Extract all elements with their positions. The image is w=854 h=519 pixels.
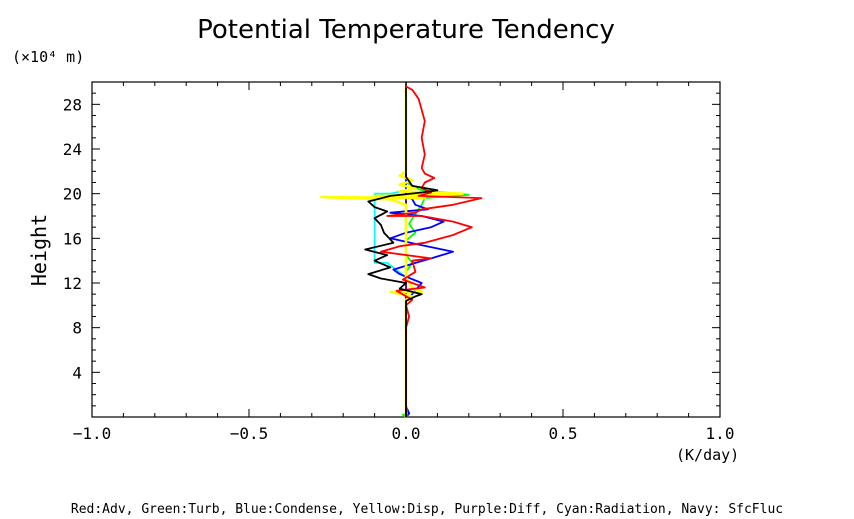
- legend-caption: Red:Adv, Green:Turb, Blue:Condense, Yell…: [71, 502, 783, 517]
- x-tick-label: 0.0: [392, 424, 421, 443]
- y-tick-label: 24: [63, 140, 82, 159]
- y-tick-label: 12: [63, 274, 82, 293]
- x-tick-label: 0.5: [549, 424, 578, 443]
- y-tick-label: 8: [72, 319, 82, 338]
- series-line-turb: [401, 87, 470, 418]
- plot-area: −1.0 −0.5 0.0 0.5 1.0 4 8 12 16 20 24 28: [63, 81, 735, 443]
- chart-title: Potential Temperature Tendency: [197, 15, 615, 45]
- y-axis-label: Height: [27, 214, 51, 286]
- y-tick-label: 4: [72, 363, 82, 382]
- y-tick-label: 20: [63, 185, 82, 204]
- x-tick-label: 1.0: [706, 424, 735, 443]
- x-tick-label: −0.5: [230, 424, 269, 443]
- y-tick-label: 16: [63, 229, 82, 248]
- series-line-disp: [319, 87, 464, 417]
- x-unit-label: (K/day): [676, 446, 739, 464]
- x-tick-label: −1.0: [73, 424, 112, 443]
- series-line-total: [364, 87, 439, 417]
- series-line-adv: [379, 85, 483, 417]
- y-tick-label: 28: [63, 95, 82, 114]
- y-unit-label: (×10⁴ m): [12, 48, 84, 66]
